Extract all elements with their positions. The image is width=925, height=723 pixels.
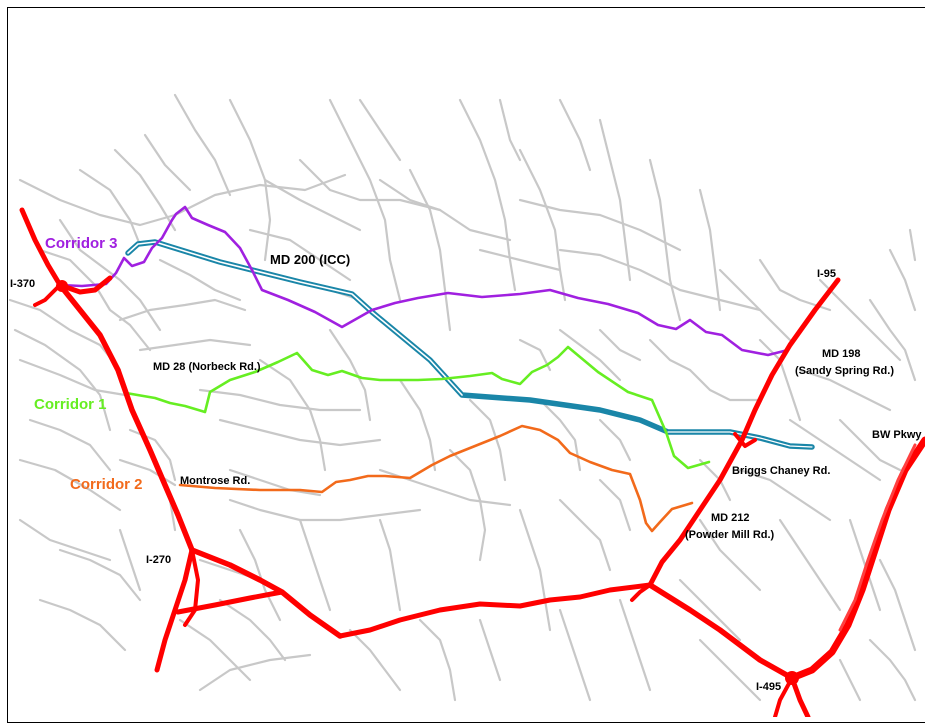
md198-label-line1: MD 198: [822, 348, 861, 360]
md198-label-line2: (Sandy Spring Rd.): [795, 365, 894, 377]
icc-route: [125, 239, 815, 450]
i495-interchange-marker: [785, 671, 799, 685]
i270-label: I-270: [146, 554, 171, 566]
corridor-1-route: [124, 345, 711, 470]
corridor-3-label: Corridor 3: [45, 235, 118, 252]
md212-label-line2: (Powder Mill Rd.): [685, 529, 775, 541]
corridor-2-route: [178, 424, 694, 533]
montrose-label: Montrose Rd.: [180, 475, 250, 487]
md28-label: MD 28 (Norbeck Rd.): [153, 361, 261, 373]
corridor-3-route: [58, 205, 790, 357]
i95-label: I-95: [817, 268, 836, 280]
local-road-network: [8, 93, 917, 702]
icc-label: MD 200 (ICC): [270, 252, 350, 267]
briggs-chaney-label: Briggs Chaney Rd.: [732, 465, 830, 477]
interstate-network: [19, 207, 925, 717]
i370-label: I-370: [10, 278, 35, 290]
corridor-2-label: Corridor 2: [70, 476, 143, 493]
bw-parkway-label: BW Pkwy: [872, 429, 922, 441]
corridor-1-label: Corridor 1: [34, 396, 107, 413]
md212-label-line1: MD 212: [711, 512, 750, 524]
i370-interchange-marker: [56, 280, 68, 292]
i495-label: I-495: [756, 681, 781, 693]
